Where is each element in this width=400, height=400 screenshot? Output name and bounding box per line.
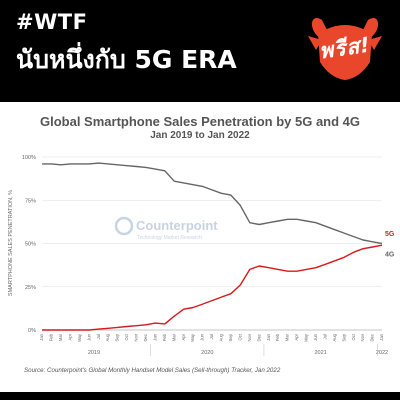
y-tick-label: 0% xyxy=(28,328,36,334)
x-tick-label: Mar xyxy=(171,333,176,341)
x-tick-label: Feb xyxy=(275,333,280,341)
gridlines xyxy=(42,156,382,331)
x-tick-label: Jan xyxy=(39,333,44,340)
chart-subtitle: Jan 2019 to Jan 2022 xyxy=(150,130,250,141)
x-tick-label: Aug xyxy=(219,333,224,341)
x-tick-label: Feb xyxy=(49,333,54,341)
x-tick-label: Jun xyxy=(313,333,318,340)
y-axis-ticks: 0% 25% 50% 75% 100% xyxy=(22,155,36,334)
headline-title: นับหนึ่งกับ 5G ERA xyxy=(16,45,237,74)
series-line-4g xyxy=(42,162,383,245)
series-labels: 5G 4G xyxy=(385,231,395,258)
x-tick-label: Apr xyxy=(294,333,299,340)
x-tick-label: May xyxy=(304,333,309,342)
x-tick-label: Apr xyxy=(181,333,186,340)
x-tick-label: Dec xyxy=(370,334,375,341)
year-label: 2020 xyxy=(201,350,213,356)
x-tick-label: Mar xyxy=(58,333,63,341)
series-end-label: 5G xyxy=(385,231,395,238)
x-tick-label: Aug xyxy=(105,333,110,341)
watermark-name: Counterpoint xyxy=(136,218,218,233)
x-tick-label: May xyxy=(77,333,82,342)
x-tick-label: Feb xyxy=(162,333,167,341)
x-tick-label: Jun xyxy=(200,333,205,340)
x-tick-label: Jan xyxy=(152,333,157,340)
series-lines xyxy=(42,162,383,331)
year-label: 2022 xyxy=(376,350,388,356)
series-end-label: 4G xyxy=(385,252,395,259)
x-tick-label: Aug xyxy=(332,333,337,341)
x-tick-label: Jan xyxy=(266,333,271,340)
x-tick-label: Oct xyxy=(124,333,129,340)
chart-card: Counterpoint Technology Market Research … xyxy=(0,102,400,400)
goat-logo-icon xyxy=(308,17,382,80)
x-tick-label: Nov xyxy=(134,333,139,341)
brand-logo: พรีส! xyxy=(300,6,390,86)
x-tick-label: May xyxy=(190,333,195,342)
x-tick-label: Mar xyxy=(285,333,290,341)
x-tick-label: Dec xyxy=(256,334,261,341)
x-tick-label: Jul xyxy=(209,334,214,339)
x-tick-label: Sep xyxy=(341,333,346,341)
hashtag-label: #WTF xyxy=(16,10,88,34)
chart-title: Global Smartphone Sales Penetration by 5… xyxy=(39,114,361,129)
y-tick-label: 100% xyxy=(22,155,36,161)
footer-bar xyxy=(0,392,400,400)
x-tick-label: Jul xyxy=(96,334,101,339)
x-tick-label: Jul xyxy=(322,334,327,339)
year-label: 2021 xyxy=(314,350,326,356)
source-note: Source: Counterpoint's Global Monthly Ha… xyxy=(24,367,281,374)
watermark-tagline: Technology Market Research xyxy=(137,235,202,241)
series-line-5g xyxy=(42,244,383,331)
y-tick-label: 25% xyxy=(25,285,36,291)
x-tick-label: Apr xyxy=(67,333,72,340)
y-tick-label: 75% xyxy=(25,198,36,204)
x-axis-months: Jan Feb Mar Apr May Jun Jul Aug Sep Oct Nov Dec Jan F… xyxy=(39,329,384,342)
header-banner: #WTF นับหนึ่งกับ 5G ERA พรีส! xyxy=(0,0,400,102)
line-chart: Counterpoint Technology Market Research … xyxy=(8,155,395,356)
year-label: 2019 xyxy=(88,350,100,356)
x-tick-label: Sep xyxy=(115,333,120,341)
x-tick-label: Jun xyxy=(86,333,91,340)
counterpoint-watermark: Counterpoint Technology Market Research xyxy=(114,216,218,241)
y-tick-label: 50% xyxy=(25,242,36,248)
x-tick-label: Oct xyxy=(237,333,242,340)
x-tick-label: Oct xyxy=(351,333,356,340)
y-axis-label: SMARTPHONE SALES PENETRATION, % xyxy=(8,190,14,296)
x-axis-years: 2019 2020 2021 2022 xyxy=(88,344,388,356)
x-tick-label: Nov xyxy=(360,333,365,341)
x-tick-label: Sep xyxy=(228,333,233,341)
counterpoint-logo-icon xyxy=(114,216,134,236)
x-tick-label: Nov xyxy=(247,333,252,341)
x-tick-label: Jan xyxy=(379,333,384,340)
x-tick-label: Dec xyxy=(143,334,148,341)
